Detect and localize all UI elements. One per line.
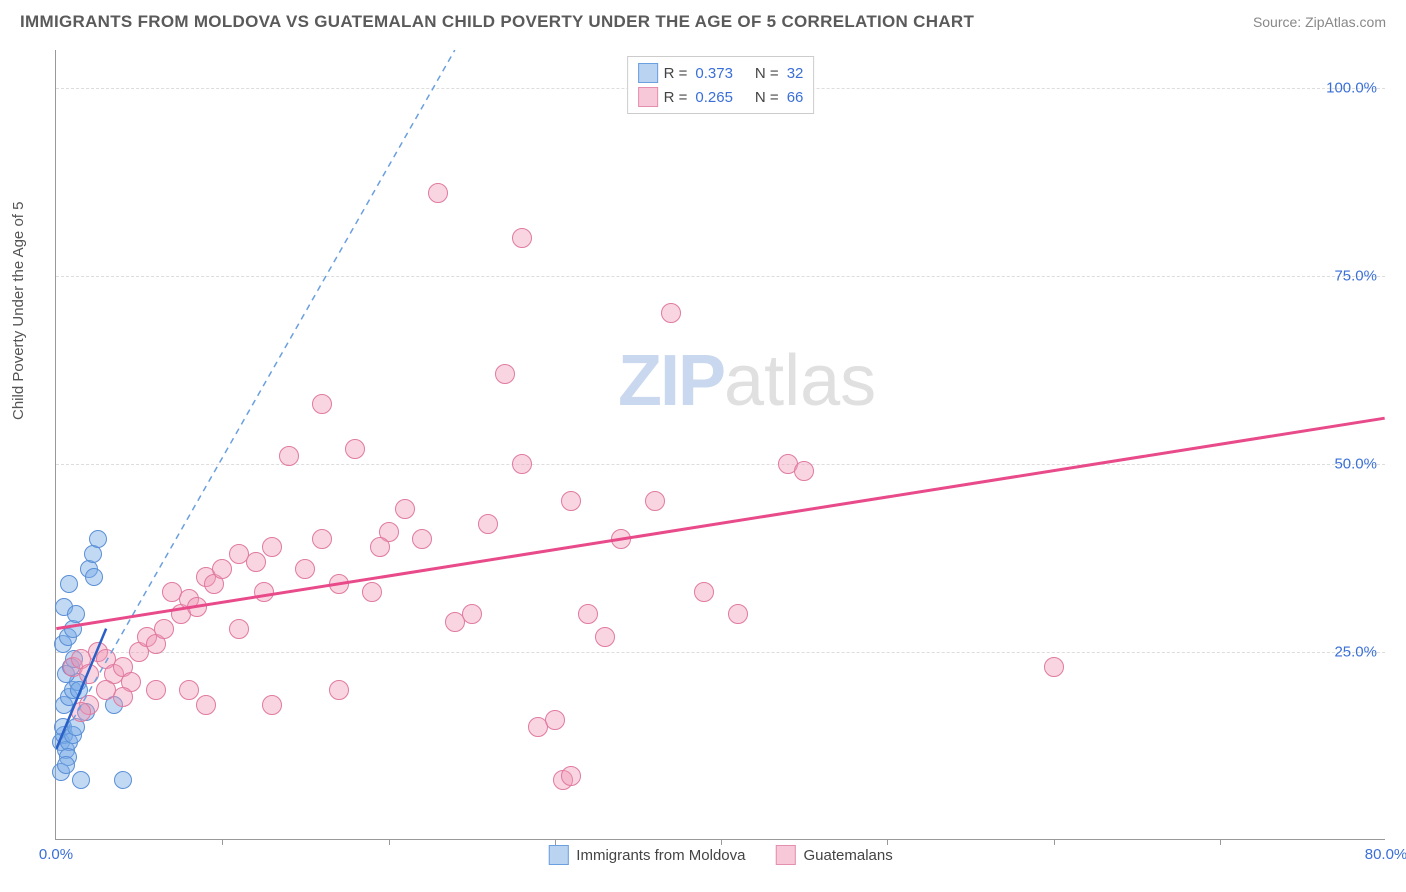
legend-bottom-guatemalans: Guatemalans — [776, 845, 893, 865]
y-axis-label: Child Poverty Under the Age of 5 — [10, 202, 27, 420]
scatter-point-guatemalans — [578, 604, 598, 624]
legend-row-moldova: R =0.373N =32 — [638, 61, 804, 85]
scatter-point-guatemalans — [545, 710, 565, 730]
chart-header: IMMIGRANTS FROM MOLDOVA VS GUATEMALAN CH… — [0, 0, 1406, 40]
x-tick-mark — [1220, 839, 1221, 845]
gridline — [56, 276, 1385, 277]
scatter-point-moldova — [64, 620, 82, 638]
scatter-point-guatemalans — [187, 597, 207, 617]
gridline — [56, 652, 1385, 653]
x-tick-mark — [555, 839, 556, 845]
scatter-point-guatemalans — [262, 695, 282, 715]
trend-lines — [56, 50, 1385, 839]
scatter-point-guatemalans — [229, 619, 249, 639]
y-tick-label: 25.0% — [1334, 643, 1377, 660]
scatter-point-guatemalans — [728, 604, 748, 624]
scatter-point-guatemalans — [71, 702, 91, 722]
legend-correlation: R =0.373N =32R =0.265N =66 — [627, 56, 815, 114]
scatter-point-guatemalans — [345, 439, 365, 459]
chart-source: Source: ZipAtlas.com — [1253, 14, 1386, 30]
scatter-point-guatemalans — [595, 627, 615, 647]
scatter-point-guatemalans — [295, 559, 315, 579]
scatter-point-guatemalans — [512, 454, 532, 474]
scatter-point-moldova — [60, 575, 78, 593]
scatter-point-guatemalans — [428, 183, 448, 203]
scatter-point-guatemalans — [262, 537, 282, 557]
scatter-point-moldova — [85, 568, 103, 586]
scatter-point-guatemalans — [329, 574, 349, 594]
scatter-point-guatemalans — [478, 514, 498, 534]
y-tick-label: 50.0% — [1334, 455, 1377, 472]
scatter-point-guatemalans — [196, 695, 216, 715]
scatter-point-guatemalans — [794, 461, 814, 481]
y-tick-label: 75.0% — [1334, 267, 1377, 284]
scatter-point-guatemalans — [312, 529, 332, 549]
plot-area: ZIPatlas R =0.373N =32R =0.265N =66 Immi… — [55, 50, 1385, 840]
scatter-point-guatemalans — [146, 680, 166, 700]
y-tick-label: 100.0% — [1326, 79, 1377, 96]
x-tick-mark — [389, 839, 390, 845]
scatter-point-guatemalans — [561, 766, 581, 786]
scatter-point-guatemalans — [279, 446, 299, 466]
scatter-point-guatemalans — [561, 491, 581, 511]
legend-swatch — [638, 63, 658, 83]
gridline — [56, 464, 1385, 465]
scatter-point-guatemalans — [645, 491, 665, 511]
x-tick-mark — [887, 839, 888, 845]
scatter-point-guatemalans — [462, 604, 482, 624]
chart-title: IMMIGRANTS FROM MOLDOVA VS GUATEMALAN CH… — [20, 12, 974, 32]
legend-swatch — [776, 845, 796, 865]
scatter-point-moldova — [57, 756, 75, 774]
scatter-point-guatemalans — [179, 680, 199, 700]
scatter-point-moldova — [67, 605, 85, 623]
scatter-point-guatemalans — [495, 364, 515, 384]
scatter-point-guatemalans — [611, 529, 631, 549]
scatter-point-guatemalans — [79, 664, 99, 684]
legend-swatch — [548, 845, 568, 865]
scatter-point-moldova — [89, 530, 107, 548]
scatter-point-guatemalans — [370, 537, 390, 557]
scatter-point-guatemalans — [246, 552, 266, 572]
scatter-point-guatemalans — [212, 559, 232, 579]
watermark: ZIPatlas — [618, 340, 876, 422]
legend-swatch — [638, 87, 658, 107]
scatter-point-guatemalans — [395, 499, 415, 519]
scatter-point-guatemalans — [412, 529, 432, 549]
scatter-point-guatemalans — [1044, 657, 1064, 677]
x-tick-label: 0.0% — [39, 846, 73, 863]
legend-series: Immigrants from Moldova Guatemalans — [548, 845, 892, 865]
scatter-point-moldova — [72, 771, 90, 789]
chart-container: ZIPatlas R =0.373N =32R =0.265N =66 Immi… — [55, 50, 1385, 840]
scatter-point-guatemalans — [329, 680, 349, 700]
x-tick-mark — [721, 839, 722, 845]
scatter-point-guatemalans — [154, 619, 174, 639]
scatter-point-guatemalans — [254, 582, 274, 602]
scatter-point-guatemalans — [694, 582, 714, 602]
scatter-point-moldova — [114, 771, 132, 789]
legend-bottom-moldova: Immigrants from Moldova — [548, 845, 745, 865]
scatter-point-guatemalans — [312, 394, 332, 414]
scatter-point-guatemalans — [362, 582, 382, 602]
scatter-point-guatemalans — [512, 228, 532, 248]
x-tick-mark — [222, 839, 223, 845]
x-tick-label: 80.0% — [1365, 846, 1406, 863]
scatter-point-guatemalans — [96, 680, 116, 700]
legend-row-guatemalans: R =0.265N =66 — [638, 85, 804, 109]
scatter-point-guatemalans — [661, 303, 681, 323]
x-tick-mark — [1054, 839, 1055, 845]
